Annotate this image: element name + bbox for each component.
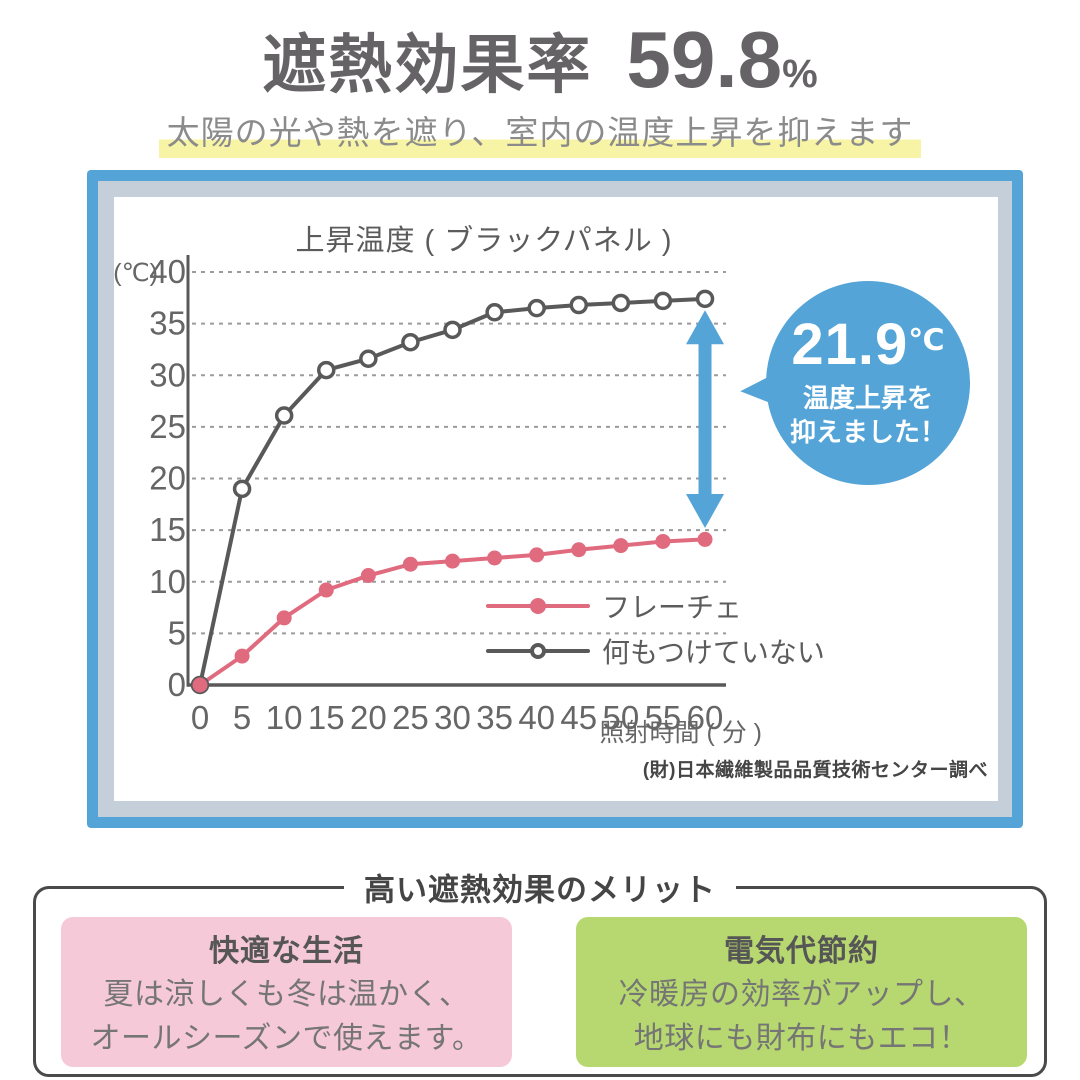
merit-card-title: 電気代節約 bbox=[724, 935, 879, 968]
chart-legend: フレーチェ 何もつけていない bbox=[486, 583, 825, 673]
page-title: 遮熱効果率 59.8% bbox=[0, 14, 1080, 106]
subtitle: 太陽の光や熱を遮り、室内の温度上昇を抑えます bbox=[0, 106, 1080, 158]
legend-dot-open bbox=[530, 642, 546, 659]
title-percent-sign: % bbox=[782, 52, 818, 96]
chart-frame: 0 5 10 15 20 25 30 35 40 (℃) 0 5 10 15 20 25 30 35 40 45 50 5… bbox=[98, 181, 1012, 817]
merit-card-body: 冷暖房の効率がアップし、 地球にも財布にもエコ！ bbox=[576, 973, 1027, 1060]
subtitle-highlight: 太陽の光や熱を遮り、室内の温度上昇を抑えます bbox=[158, 114, 922, 158]
bubble-unit: ℃ bbox=[908, 324, 945, 357]
svg-text:30: 30 bbox=[149, 356, 186, 393]
chart-area: 0 5 10 15 20 25 30 35 40 (℃) 0 5 10 15 20 25 30 35 40 45 50 5… bbox=[114, 197, 998, 801]
svg-text:10: 10 bbox=[149, 563, 186, 600]
x-axis-caption: 照射時間 ( 分 ) bbox=[599, 719, 763, 747]
chart-panel: 0 5 10 15 20 25 30 35 40 (℃) 0 5 10 15 20 25 30 35 40 45 50 5… bbox=[87, 170, 1023, 828]
svg-text:25: 25 bbox=[149, 408, 186, 445]
svg-text:5: 5 bbox=[168, 614, 186, 651]
legend-dot-filled bbox=[530, 597, 546, 614]
svg-text:10: 10 bbox=[266, 699, 303, 736]
legend-line-pink bbox=[486, 597, 590, 614]
bubble-value: 21.9℃ bbox=[766, 311, 970, 378]
merits-heading: 高い遮熱効果のメリット bbox=[344, 864, 736, 910]
title-text: 遮熱効果率 bbox=[262, 29, 593, 101]
legend-label: フレーチェ bbox=[602, 591, 743, 623]
bubble-text-line2: 抑えました！ bbox=[789, 416, 946, 447]
svg-text:60: 60 bbox=[687, 699, 724, 736]
svg-text:40: 40 bbox=[518, 699, 555, 736]
legend-item-nothing: 何もつけていない bbox=[486, 628, 825, 673]
legend-item-product: フレーチェ bbox=[486, 583, 825, 628]
merit-body-line1: 夏は涼しくも冬は温かく、 bbox=[103, 978, 470, 1011]
merits-section: 高い遮熱効果のメリット 快適な生活 夏は涼しくも冬は温かく、 オールシーズンで使… bbox=[33, 864, 1047, 1077]
bubble-number: 21.9 bbox=[791, 312, 909, 377]
svg-text:15: 15 bbox=[149, 511, 186, 548]
svg-text:5: 5 bbox=[233, 699, 251, 736]
merit-body-line1: 冷暖房の効率がアップし、 bbox=[618, 978, 985, 1011]
svg-text:(℃): (℃) bbox=[114, 259, 158, 287]
merit-body-line2: オールシーズンで使えます。 bbox=[90, 1021, 483, 1055]
svg-text:15: 15 bbox=[308, 699, 345, 736]
svg-text:0: 0 bbox=[191, 699, 209, 736]
svg-text:0: 0 bbox=[168, 666, 186, 703]
svg-text:45: 45 bbox=[560, 699, 597, 736]
svg-text:20: 20 bbox=[350, 699, 387, 736]
svg-text:55: 55 bbox=[645, 699, 682, 736]
title-value: 59.8 bbox=[626, 15, 783, 104]
legend-label: 何もつけていない bbox=[602, 636, 825, 668]
svg-text:40: 40 bbox=[149, 253, 186, 290]
chart-title: 上昇温度 ( ブラックパネル ) bbox=[295, 225, 673, 257]
bubble-text-line1: 温度上昇を bbox=[802, 383, 933, 413]
source-attribution: (財)日本繊維製品品質技術センター調べ bbox=[642, 760, 988, 781]
svg-text:20: 20 bbox=[149, 460, 186, 497]
bubble-tail bbox=[738, 374, 780, 413]
merit-card-comfort: 快適な生活 夏は涼しくも冬は温かく、 オールシーズンで使えます。 bbox=[61, 917, 512, 1067]
svg-text:35: 35 bbox=[149, 305, 186, 342]
merit-body-line2: 地球にも財布にもエコ！ bbox=[633, 1021, 970, 1055]
svg-text:30: 30 bbox=[434, 699, 471, 736]
svg-text:25: 25 bbox=[392, 699, 429, 736]
legend-line-gray bbox=[486, 642, 590, 659]
merit-card-title: 快適な生活 bbox=[209, 935, 364, 968]
callout-bubble: 21.9℃ 温度上昇を 抑えました！ bbox=[738, 281, 970, 485]
svg-text:35: 35 bbox=[476, 699, 513, 736]
merit-card-body: 夏は涼しくも冬は温かく、 オールシーズンで使えます。 bbox=[61, 973, 512, 1060]
svg-text:50: 50 bbox=[602, 699, 639, 736]
bubble-text: 温度上昇を 抑えました！ bbox=[766, 382, 970, 450]
merit-card-electricity: 電気代節約 冷暖房の効率がアップし、 地球にも財布にもエコ！ bbox=[576, 917, 1027, 1067]
